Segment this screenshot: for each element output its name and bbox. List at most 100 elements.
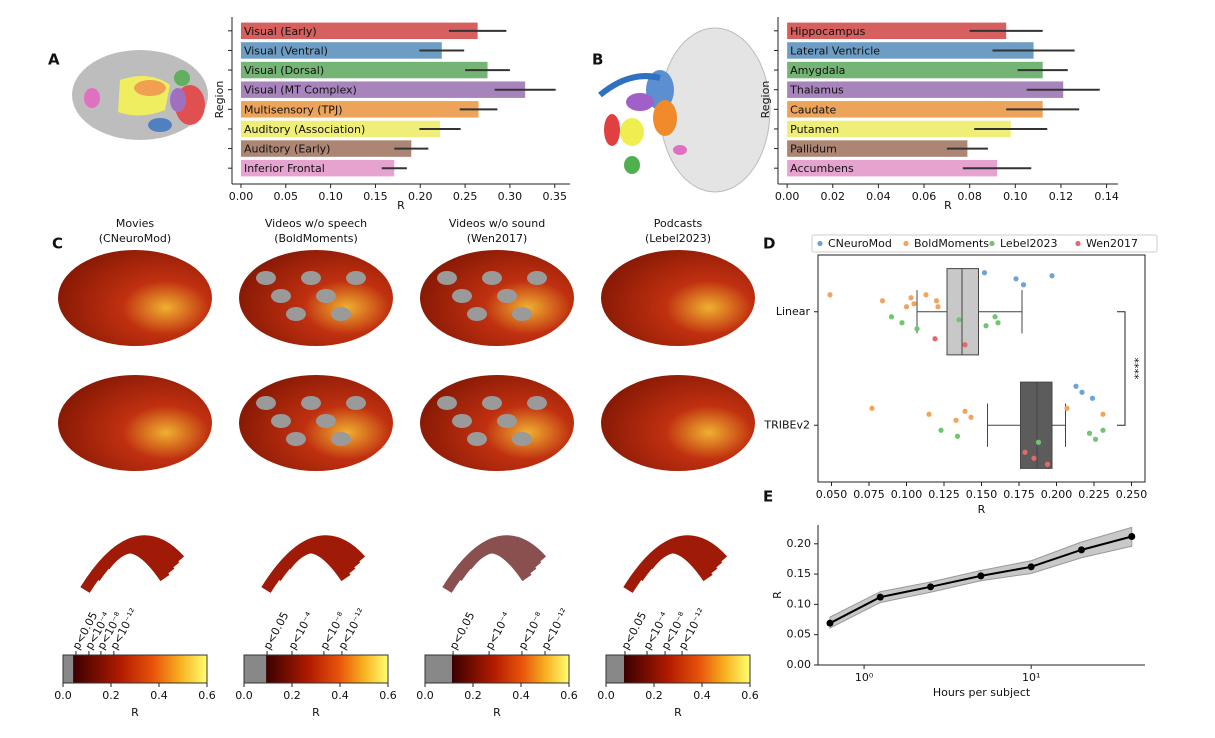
point [995,320,1001,326]
point [1013,276,1019,282]
significance-bracket [1117,311,1126,426]
brain-image-patch [346,396,366,410]
legend-frame [811,234,1158,253]
map-title: Podcasts [654,217,703,230]
brain-image-patch [301,396,321,410]
x-tick-label: 0.25 [453,190,478,203]
panel-letter: D [763,235,775,253]
colorbar-frame [243,654,389,684]
brain-image-patch [497,289,517,303]
point [879,298,886,304]
point [908,295,914,301]
colorbar-tick-label: 0.4 [150,689,168,702]
brain-image-patch [316,414,336,428]
p-tick-label: p<10⁻¹² [539,606,572,652]
box [946,268,979,356]
bar [240,101,479,118]
x-tick-label: 0.10 [1003,190,1028,203]
y-tick-label: 0.05 [787,628,812,641]
brain-image [420,250,574,346]
point [1089,395,1096,401]
brain-image [601,375,755,471]
colorbar-tick-label: 0.0 [54,689,72,702]
bar-label: Visual (MT Complex) [244,84,357,97]
colorbar-gray [425,655,452,683]
x-tick-label: 0.200 [1041,488,1073,501]
bar [787,140,968,157]
point [954,433,961,439]
subcortical-image [473,542,532,582]
point [876,593,884,601]
point [1044,461,1051,467]
colorbar-gray [606,655,624,683]
y-axis-label: Region [213,81,226,119]
x-tick-label: 0.100 [891,488,923,501]
point [1073,383,1079,389]
panel-letter: B [592,51,603,69]
legend-marker [817,240,823,247]
brain-image [239,375,393,471]
bar [240,159,395,177]
brain-image [420,375,574,471]
brain-image-patch [437,271,457,285]
x-tick-label: 0.05 [274,190,299,203]
x-axis-label: R [944,199,952,212]
point [869,405,875,411]
x-tick-label: 0.00 [229,190,254,203]
bar-label: Thalamus [789,84,844,97]
brain-image-patch [527,396,547,410]
brain-image-patch [467,432,487,446]
point [1100,427,1106,433]
colorbar-gray [63,655,74,683]
map-subtitle: (CNeuroMod) [99,232,171,245]
colorbar-frame [605,654,751,684]
point [977,572,985,580]
bar-label: Caudate [790,103,836,116]
y-tick-label: TRIBEv2 [763,418,810,431]
legend-marker [989,240,995,247]
brain-image [601,250,755,346]
bar [787,61,1043,79]
colorbar-tick-label: 0.2 [283,689,301,702]
y-tick-label: 0.00 [787,658,812,671]
point [1128,533,1136,541]
bar [787,81,1064,98]
bar [240,81,526,98]
subcortical-image [292,542,351,582]
x-tick-label: 0.06 [912,190,937,203]
map-title: Videos w/o sound [449,217,545,230]
point [956,317,962,323]
brain-image [239,250,393,346]
point [827,292,833,298]
colorbar-label: R [312,706,320,719]
bar [787,159,998,177]
brain-image-patch [452,414,472,428]
bar-label: Visual (Ventral) [244,44,328,57]
brain-image-patch [271,289,291,303]
x-tick-label: 0.12 [1049,190,1074,203]
brain-image-patch [467,307,487,321]
point [1064,405,1070,411]
point [932,336,938,342]
brain-icon [72,50,208,140]
box [1020,381,1053,469]
legend-marker [903,240,909,247]
point [914,326,920,332]
bar-label: Visual (Early) [244,25,317,38]
bar-label: Visual (Dorsal) [244,64,324,77]
map-subtitle: (BoldMoments) [274,232,358,245]
bar-label: Multisensory (TPJ) [244,103,343,116]
colorbar-tick-label: 0.4 [331,689,349,702]
point [935,304,941,310]
point [826,619,834,627]
bar-label: Auditory (Association) [244,123,365,136]
point [1086,430,1093,436]
point [1022,449,1028,455]
brain-image-patch [452,289,472,303]
point [1100,411,1106,417]
colorbar-tick-label: 0.2 [102,689,120,702]
point [888,314,895,320]
bar-label: Hippocampus [790,25,865,38]
y-tick-label: 0.10 [787,597,812,610]
colorbar-tick-label: 0.4 [512,689,530,702]
